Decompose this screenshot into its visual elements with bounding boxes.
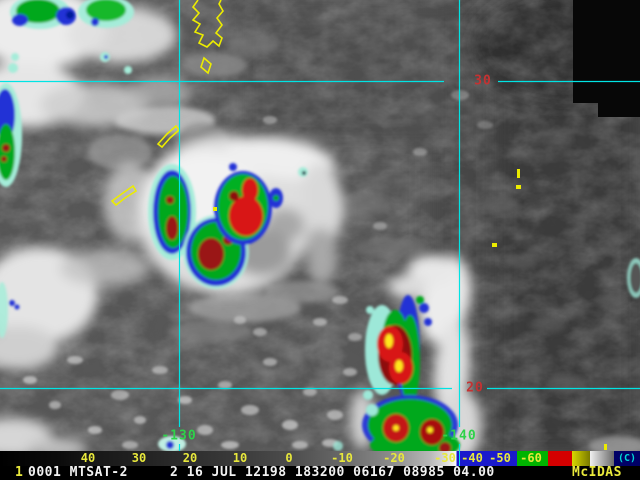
status-bar: 1 0001 MTSAT-2 2 16 JUL 12198 183200 061… — [0, 466, 640, 480]
colorbar-tick-m60: -60 — [520, 451, 542, 465]
coastline-layer — [110, 0, 607, 450]
satellite-image-canvas — [0, 0, 640, 451]
colorbar-tick-40: 40 — [80, 451, 96, 465]
colorbar-unit-celsius: (C) — [617, 453, 637, 464]
satellite-image[interactable]: 30 20 -130 -140 — [0, 0, 640, 451]
no-data-corner — [573, 0, 640, 117]
island-dot — [213, 207, 217, 211]
colorbar-tick-20: 20 — [182, 451, 198, 465]
island-dash — [516, 185, 521, 189]
image-id-sensor: 0001 MTSAT-2 — [28, 465, 128, 480]
coastline-island-south-kyushu — [200, 56, 212, 75]
image-datetime: 2 16 JUL 12198 183200 06167 08985 04.00 — [170, 465, 495, 480]
colorbar-tick-m20: -20 — [383, 451, 405, 465]
gridline-overlay-colorbar — [459, 451, 460, 466]
colorbar-tick-m10: -10 — [331, 451, 353, 465]
colorbar-tick-m30: -30 — [434, 451, 456, 465]
enhanced-cloud-layer — [0, 0, 640, 451]
island-dash — [604, 444, 607, 450]
lon-label-130: -130 — [161, 428, 197, 444]
colorbar-tick-30: 30 — [131, 451, 147, 465]
gridline-layer — [0, 0, 640, 451]
colorbar-tick-10: 10 — [232, 451, 248, 465]
lon-label-140: -140 — [441, 428, 477, 444]
lat-label-20: 20 — [466, 380, 484, 396]
mcidas-brand: McIDAS — [572, 465, 622, 480]
temperature-colorbar: 40 30 20 10 0 -10 -20 -30 -40 -50 -60 (C… — [0, 451, 640, 466]
colorbar-tick-m50: -50 — [489, 451, 511, 465]
island-dash — [517, 169, 520, 178]
coastline-amami — [110, 184, 138, 207]
frame-number: 1 — [15, 465, 24, 480]
island-dash — [492, 243, 497, 247]
lat-label-30: 30 — [474, 73, 492, 89]
colorbar-tick-0: 0 — [285, 451, 293, 465]
colorbar-tick-m40: -40 — [461, 451, 483, 465]
coastline-kyushu — [191, 0, 224, 48]
